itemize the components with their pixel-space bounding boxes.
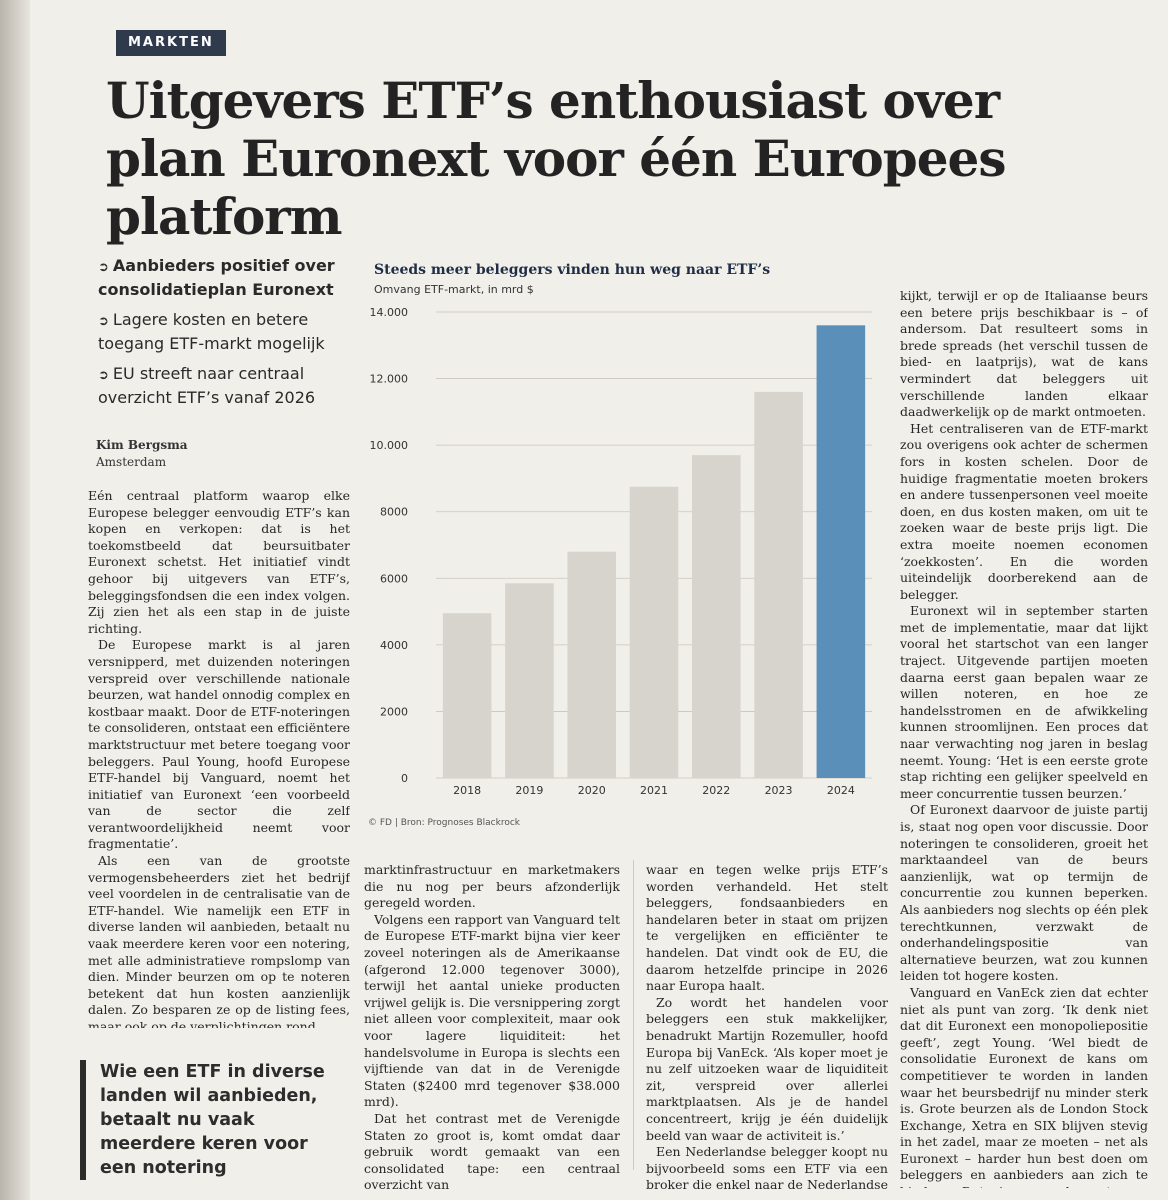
bar-2020	[567, 551, 617, 778]
article-headline: Uitgevers ETF’s enthousiast over plan Eu…	[106, 71, 1007, 246]
x-tick-label: 2019	[515, 784, 543, 797]
y-tick-label: 2000	[380, 705, 408, 718]
bullet-item: ➲ Lagere kosten en betere toegang ETF-mar…	[98, 309, 360, 355]
chart-subtitle: Omvang ETF-markt, in mrd $	[374, 283, 534, 296]
bar-2024	[816, 325, 866, 778]
page-fold-shadow	[0, 0, 30, 1200]
paragraph: Volgens een rapport van Vanguard telt de…	[364, 911, 620, 1110]
bullet-item: ➲ EU streeft naar centraal overzicht ETF’…	[98, 363, 360, 409]
paragraph: waar en tegen welke prijs ETF’s worden v…	[646, 862, 888, 994]
bullet-text: EU streeft naar centraal overzicht ETF’s…	[98, 364, 316, 407]
y-tick-label: 4000	[380, 639, 408, 652]
paragraph: kijkt, terwijl er op de Italiaanse beurs…	[900, 288, 1148, 420]
arrow-circle-icon: ➲	[98, 368, 109, 383]
bar-2019	[505, 583, 554, 778]
paragraph: Een Nederlandse belegger koopt nu bijvoo…	[646, 1144, 888, 1192]
arrow-circle-icon: ➲	[98, 314, 109, 329]
y-tick-label: 0	[401, 772, 408, 785]
paragraph: Vanguard en VanEck zien dat echter niet …	[900, 984, 1148, 1188]
arrow-circle-icon: ➲	[98, 260, 109, 275]
bar-2018	[442, 613, 492, 778]
paragraph: Het centraliseren van de ETF-markt zou o…	[900, 420, 1148, 602]
column-divider	[633, 860, 634, 1170]
bullet-text: Aanbieders positief over consolidatiepla…	[98, 256, 335, 299]
bullet-text: Lagere kosten en betere toegang ETF-mark…	[98, 310, 325, 353]
bullet-item: ➲ Aanbieders positief over consolidatiepl…	[98, 255, 360, 301]
paragraph: De Europese markt is al jaren versnipper…	[88, 637, 350, 852]
bar-2022	[691, 455, 741, 778]
y-tick-label: 14.000	[370, 306, 409, 319]
article-column-3: waar en tegen welke prijs ETF’s worden v…	[646, 862, 888, 1192]
paragraph: Dat het contrast met de Verenigde Staten…	[364, 1110, 620, 1192]
chart-title: Steeds meer beleggers vinden hun weg naa…	[374, 262, 771, 278]
article-column-2: marktinfrastructuur en marketmakers die …	[364, 862, 620, 1192]
section-tag: MARKTEN	[116, 30, 226, 56]
x-tick-label: 2024	[827, 784, 855, 797]
pull-quote: Wie een ETF in diverse landen wil aanbie…	[80, 1060, 330, 1180]
bar-2023	[754, 391, 803, 778]
article-column-4: kijkt, terwijl er op de Italiaanse beurs…	[900, 288, 1148, 1188]
x-tick-label: 2023	[765, 784, 793, 797]
paragraph: Als een van de grootste vermogensbeheerd…	[88, 853, 350, 1028]
x-tick-label: 2021	[640, 784, 668, 797]
paragraph: Eén centraal platform waarop elke Europe…	[88, 488, 350, 636]
y-tick-label: 12.000	[370, 373, 409, 386]
paragraph: Euronext wil in september starten met de…	[900, 603, 1148, 801]
paragraph: Zo wordt het handelen voor beleggers een…	[646, 994, 888, 1143]
lead-bullets: ➲ Aanbieders positief over consolidatiepl…	[98, 255, 360, 417]
paragraph: Of Euronext daarvoor de juiste partij is…	[900, 802, 1148, 984]
y-tick-label: 8000	[380, 506, 408, 519]
x-tick-label: 2022	[702, 784, 730, 797]
paragraph: marktinfrastructuur en marketmakers die …	[364, 862, 620, 911]
author-name: Kim Bergsma	[96, 438, 188, 452]
article-column-1: Eén centraal platform waarop elke Europe…	[88, 488, 350, 1028]
etf-market-bar-chart: 0 2000 4000 6000 8000 10.000 12.000 14.000 2018 2…	[370, 306, 872, 797]
x-tick-label: 2020	[578, 784, 606, 797]
author-location: Amsterdam	[96, 455, 167, 469]
x-tick-label: 2018	[453, 784, 481, 797]
byline: Kim Bergsma Amsterdam	[96, 437, 188, 471]
y-tick-label: 6000	[380, 572, 408, 585]
chart-source: © FD | Bron: Prognoses Blackrock	[368, 818, 520, 828]
bar-2021	[629, 486, 679, 778]
y-tick-label: 10.000	[370, 439, 409, 452]
